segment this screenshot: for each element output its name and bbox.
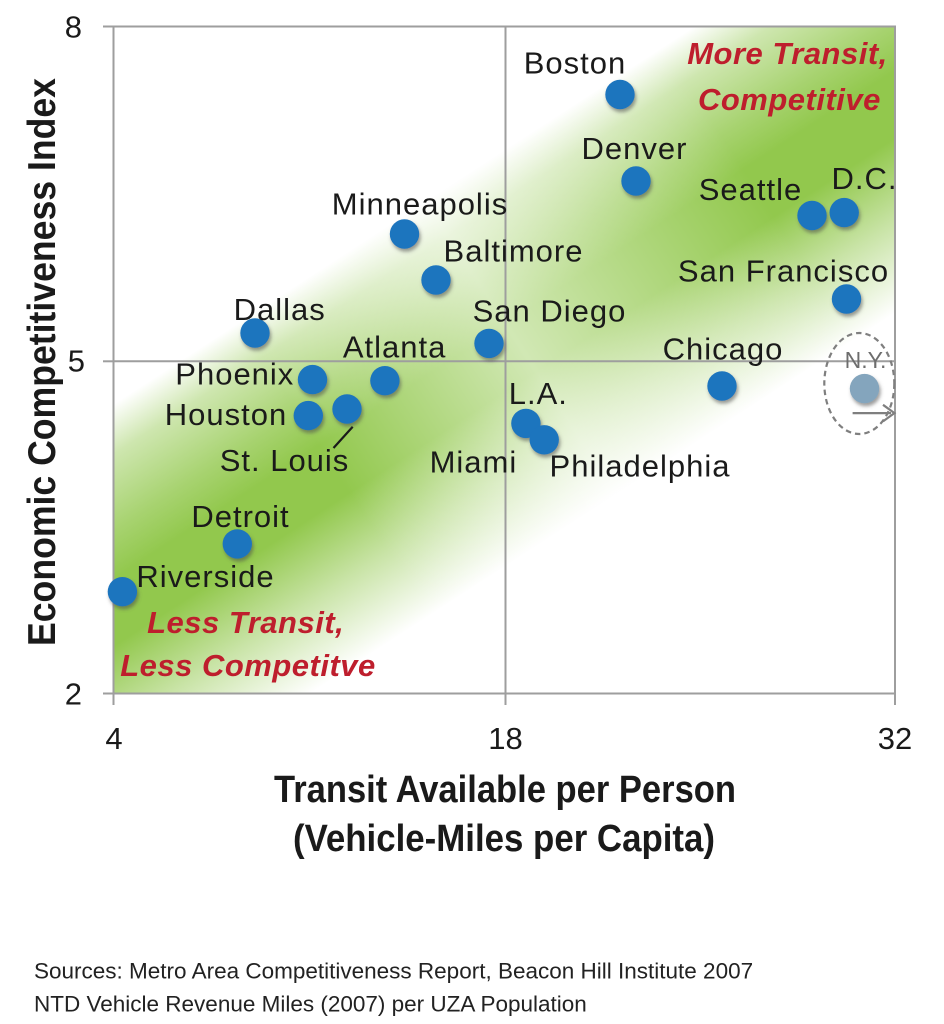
svg-text:Riverside: Riverside bbox=[136, 559, 274, 594]
svg-text:San Diego: San Diego bbox=[473, 294, 627, 329]
svg-text:Competitive: Competitive bbox=[698, 82, 881, 117]
svg-text:Less Transit,: Less Transit, bbox=[147, 605, 344, 640]
svg-text:5: 5 bbox=[68, 344, 85, 379]
svg-text:4: 4 bbox=[105, 721, 122, 756]
svg-text:Atlanta: Atlanta bbox=[343, 330, 447, 365]
svg-text:More Transit,: More Transit, bbox=[687, 36, 888, 71]
svg-text:L.A.: L.A. bbox=[509, 376, 568, 411]
svg-text:Dallas: Dallas bbox=[234, 292, 326, 327]
svg-text:Sources: Metro Area Competitiv: Sources: Metro Area Competitiveness Repo… bbox=[34, 959, 753, 984]
svg-text:Baltimore: Baltimore bbox=[444, 234, 584, 269]
svg-text:Denver: Denver bbox=[582, 131, 688, 166]
svg-text:8: 8 bbox=[65, 10, 82, 45]
svg-text:Miami: Miami bbox=[430, 444, 518, 479]
svg-text:Seattle: Seattle bbox=[699, 172, 803, 207]
svg-text:Chicago: Chicago bbox=[663, 332, 784, 367]
svg-text:Houston: Houston bbox=[165, 397, 287, 432]
svg-text:Philadelphia: Philadelphia bbox=[550, 449, 731, 484]
svg-text:NTD Vehicle Revenue Miles (200: NTD Vehicle Revenue Miles (2007) per UZA… bbox=[34, 992, 587, 1017]
svg-text:St. Louis: St. Louis bbox=[220, 443, 350, 478]
svg-text:32: 32 bbox=[878, 721, 912, 756]
svg-text:2: 2 bbox=[65, 677, 82, 712]
svg-text:Economic Competitiveness Index: Economic Competitiveness Index bbox=[21, 78, 64, 646]
svg-text:D.C.: D.C. bbox=[832, 161, 898, 196]
svg-text:(Vehicle-Miles per Capita): (Vehicle-Miles per Capita) bbox=[293, 818, 715, 860]
svg-text:San Francisco: San Francisco bbox=[678, 254, 889, 289]
svg-text:Boston: Boston bbox=[524, 46, 627, 81]
svg-text:Less Competitve: Less Competitve bbox=[120, 648, 376, 683]
svg-text:18: 18 bbox=[488, 721, 522, 756]
svg-text:Detroit: Detroit bbox=[191, 499, 289, 534]
svg-text:Minneapolis: Minneapolis bbox=[332, 187, 508, 222]
svg-text:Phoenix: Phoenix bbox=[175, 357, 294, 392]
svg-text:N.Y.: N.Y. bbox=[845, 347, 887, 373]
svg-text:Transit Available per Person: Transit Available per Person bbox=[274, 769, 736, 811]
